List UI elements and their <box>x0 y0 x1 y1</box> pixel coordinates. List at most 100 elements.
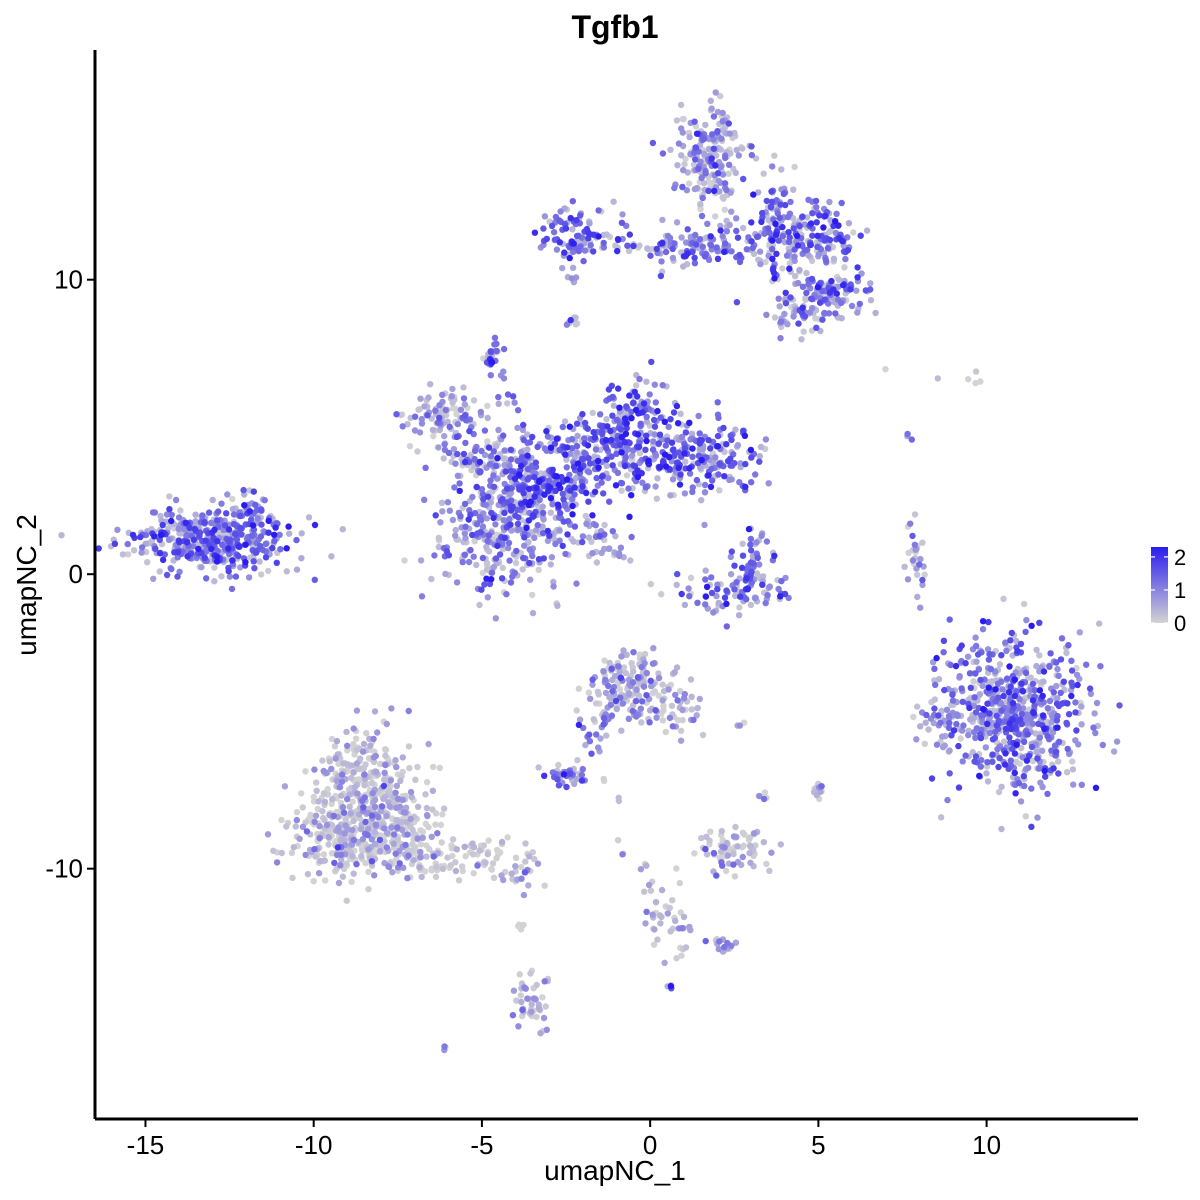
cell-point <box>359 748 367 755</box>
cell-point <box>311 576 318 583</box>
cell-point <box>380 782 388 790</box>
cell-point <box>455 877 463 884</box>
cell-point <box>826 198 833 206</box>
cell-point <box>353 861 360 868</box>
cell-point <box>218 573 225 580</box>
cell-point <box>617 674 625 681</box>
cell-point <box>742 483 749 490</box>
cell-point <box>655 440 662 447</box>
cell-point <box>1002 725 1010 732</box>
cell-point <box>722 240 729 247</box>
cell-point <box>634 674 642 681</box>
cell-point <box>779 265 786 272</box>
cell-point <box>246 508 254 515</box>
cell-point <box>586 220 593 227</box>
cell-point <box>572 314 579 321</box>
cell-point <box>321 816 328 824</box>
cell-point <box>1050 689 1058 696</box>
cell-point <box>479 554 487 562</box>
cell-point <box>714 581 721 588</box>
cell-point <box>584 425 591 432</box>
cell-point <box>698 174 705 182</box>
cell-point <box>673 581 680 589</box>
cell-point <box>428 867 435 874</box>
cell-point <box>791 163 798 171</box>
cell-point <box>568 275 575 282</box>
cell-point <box>854 309 861 316</box>
cell-point <box>712 89 719 96</box>
cell-point <box>954 712 961 720</box>
cell-point <box>642 920 649 927</box>
cell-point <box>600 721 607 728</box>
cell-point <box>763 538 771 545</box>
cell-point <box>219 541 226 548</box>
cell-point <box>303 828 311 835</box>
cell-point <box>595 744 602 751</box>
cell-point <box>1036 619 1043 626</box>
cell-point <box>699 243 706 250</box>
cell-point <box>850 229 857 236</box>
cell-point <box>581 435 588 442</box>
cell-point <box>696 236 704 243</box>
cell-point <box>531 855 538 863</box>
cell-point <box>571 523 579 530</box>
cell-point <box>600 714 608 722</box>
cell-point <box>554 602 561 609</box>
cell-point <box>575 685 583 692</box>
cell-point <box>578 771 586 779</box>
cell-point <box>989 758 996 765</box>
cell-point <box>659 717 667 724</box>
cell-point <box>452 867 460 875</box>
cell-point <box>707 483 715 491</box>
cell-point <box>481 581 488 588</box>
cell-point <box>399 423 406 430</box>
cell-point <box>660 702 667 709</box>
cell-point <box>547 444 555 451</box>
cell-point <box>493 855 500 862</box>
cell-point <box>732 169 739 177</box>
cell-point <box>441 1043 448 1050</box>
cell-point <box>1047 650 1054 657</box>
cell-point <box>702 121 709 129</box>
cell-point <box>1022 669 1030 676</box>
cell-point <box>949 691 956 698</box>
cell-point <box>587 242 594 249</box>
cell-point <box>1001 761 1009 768</box>
cell-point <box>436 414 443 422</box>
cell-point <box>182 519 189 526</box>
cell-point <box>1092 729 1099 737</box>
cell-point <box>156 536 163 543</box>
cell-point <box>422 464 429 471</box>
cell-point <box>349 853 356 860</box>
cell-point <box>652 707 659 714</box>
cell-point <box>743 246 750 253</box>
cell-point <box>628 414 635 422</box>
cell-point <box>683 187 691 194</box>
cell-point <box>702 593 710 600</box>
cell-point <box>965 731 972 739</box>
cell-point <box>520 436 527 444</box>
cell-point <box>724 457 732 465</box>
cell-point <box>417 854 424 861</box>
cell-point <box>584 442 592 449</box>
cell-point <box>350 836 357 844</box>
cell-point <box>613 416 621 423</box>
cell-point <box>453 579 461 586</box>
cell-point <box>335 760 342 768</box>
cell-point <box>196 532 203 539</box>
cell-point <box>214 553 221 561</box>
cell-point <box>718 135 725 142</box>
cell-point <box>985 656 993 663</box>
cell-point <box>506 557 513 564</box>
cell-point <box>563 476 571 483</box>
cell-point <box>479 569 486 577</box>
cell-point <box>908 436 915 443</box>
cell-point <box>630 399 637 406</box>
cell-point <box>701 489 709 496</box>
cell-point <box>776 303 783 310</box>
cell-point <box>213 517 221 524</box>
cell-point <box>949 697 957 704</box>
cell-point <box>747 446 755 454</box>
cell-point <box>258 507 265 514</box>
cell-point <box>577 465 584 473</box>
